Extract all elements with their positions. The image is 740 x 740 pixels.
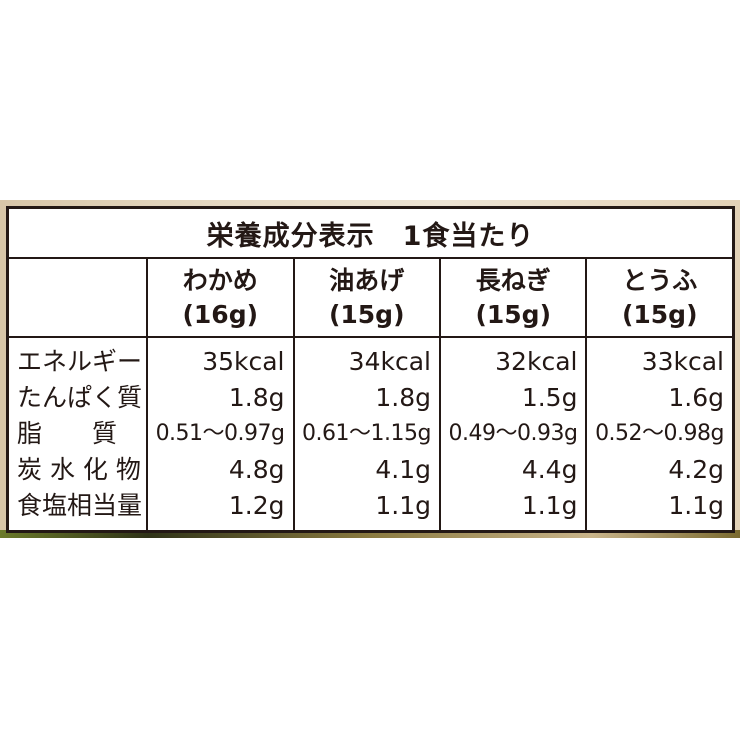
table-title: 栄養成分表示 1食当たり <box>7 207 734 259</box>
cell-value: 1.1g <box>293 488 441 532</box>
column-weight: (15g) <box>621 299 698 329</box>
table-row: 食塩相当量 1.2g 1.1g 1.1g 1.1g <box>7 488 734 532</box>
row-label: たんぱく質 <box>7 380 149 416</box>
row-label: エネルギー <box>7 337 149 380</box>
column-name: わかめ <box>182 265 258 295</box>
cell-value: 1.6g <box>668 383 724 412</box>
column-header: 長ねぎ (15g) <box>439 258 588 338</box>
cell-value: 1.1g <box>439 488 588 532</box>
cell-value: 4.2g <box>668 455 724 484</box>
column-name: とうふ <box>622 265 698 295</box>
column-weight: (16g) <box>182 299 259 329</box>
cell-value: 0.61〜1.15g <box>293 416 441 452</box>
title-row: 栄養成分表示 1食当たり <box>7 207 734 259</box>
cell-value: 33kcal <box>641 347 724 376</box>
row-label: 脂 質 <box>7 416 149 452</box>
cell-value: 4.4g <box>439 452 588 488</box>
cell-value: 4.8g <box>147 452 295 488</box>
column-name: 油あげ <box>329 265 405 295</box>
cell-value: 4.1g <box>293 452 441 488</box>
background-photo-edge <box>0 530 740 538</box>
table-row: 炭 水 化 物 4.8g 4.1g 4.4g 4.2g <box>7 452 734 488</box>
column-weight: (15g) <box>475 299 551 329</box>
column-header: 油あげ (15g) <box>293 258 441 338</box>
row-label: 炭 水 化 物 <box>7 452 149 488</box>
table-row: たんぱく質 1.8g 1.8g 1.5g 1.6g <box>7 380 734 416</box>
title-sub: 1食当たり <box>402 220 535 252</box>
cell-value: 1.8g <box>293 380 441 416</box>
title-main: 栄養成分表示 <box>206 220 375 252</box>
column-header: とうふ (15g) <box>586 258 734 338</box>
column-name: 長ねぎ <box>475 265 551 295</box>
cell-value: 1.8g <box>147 380 295 416</box>
header-empty <box>7 258 149 338</box>
table-row: エネルギー 35kcal 34kcal 32kcal 33kcal <box>7 337 734 380</box>
table-row: 脂 質 0.51〜0.97g 0.61〜1.15g 0.49〜0.93g 0.52〜0.… <box>7 416 734 452</box>
cell-value: 34kcal <box>293 337 441 380</box>
cell-value: 1.2g <box>147 488 295 532</box>
header-row: わかめ (16g) 油あげ (15g) 長ねぎ (15g) とうふ (15g) <box>7 258 734 338</box>
cell-value: 1.5g <box>439 380 588 416</box>
nutrition-facts-table: 栄養成分表示 1食当たり わかめ (16g) 油あげ (15g) 長ねぎ (15g) と… <box>6 206 735 533</box>
column-header: わかめ (16g) <box>147 258 295 338</box>
cell-value: 0.51〜0.97g <box>147 416 295 452</box>
cell-value: 0.49〜0.93g <box>439 416 588 452</box>
column-weight: (15g) <box>328 299 405 329</box>
cell-value: 35kcal <box>147 337 295 380</box>
cell-value: 1.1g <box>668 491 724 520</box>
cell-value: 32kcal <box>439 337 588 380</box>
cell-value: 0.52〜0.98g <box>595 421 724 446</box>
row-label: 食塩相当量 <box>7 488 149 532</box>
